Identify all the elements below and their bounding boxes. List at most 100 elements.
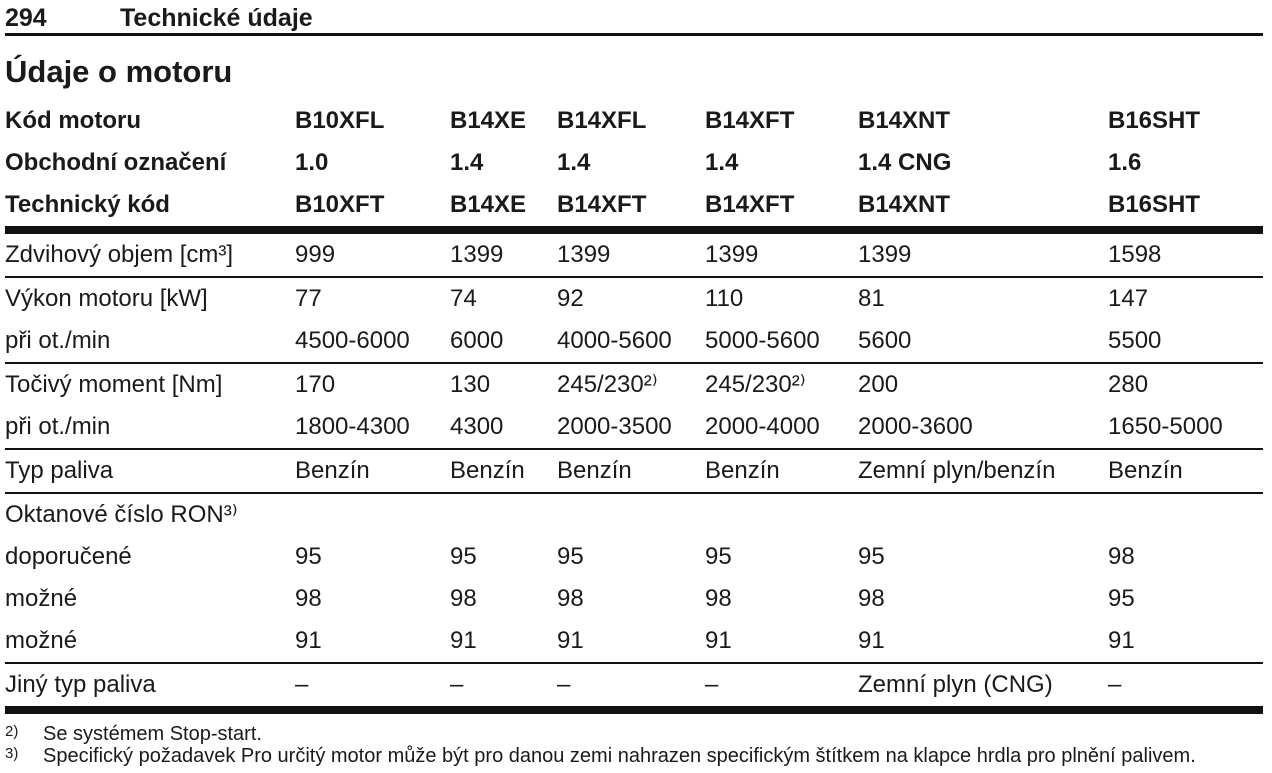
value-cell: 92 <box>557 285 584 312</box>
value-cell: 4000-5600 <box>557 320 705 364</box>
value-cell: 245/230²⁾ <box>705 371 806 398</box>
table-row: doporučené 95 95 95 95 95 98 <box>5 536 1263 578</box>
value-cell: 98 <box>557 585 584 612</box>
table-row: možné 91 91 91 91 91 91 <box>5 620 1263 664</box>
value-cell: 130 <box>450 371 491 398</box>
table-row: Typ paliva Benzín Benzín Benzín Benzín Zemní… <box>5 449 1263 494</box>
value-cell: B14XNT <box>858 107 951 134</box>
row-label: možné <box>5 585 78 612</box>
table-row: Oktanové číslo RON³⁾ <box>5 493 1263 536</box>
footnote-marker: 3) <box>5 745 19 762</box>
value-cell: 1.4 CNG <box>858 149 952 176</box>
footnote-text: Specifický požadavek Pro určitý motor mů… <box>43 745 1196 767</box>
value-cell: Zemní plyn (CNG) <box>858 663 1108 714</box>
value-cell: 4500-6000 <box>295 320 450 364</box>
table-row: možné 98 98 98 98 98 95 <box>5 578 1263 620</box>
value-cell: 999 <box>295 230 450 278</box>
footnote-marker: 2) <box>5 723 19 740</box>
value-cell: 95 <box>705 543 732 570</box>
table-row: Technický kód B10XFT B14XE B14XFT B14XFT B14… <box>5 184 1263 234</box>
value-cell: 1.4 <box>557 149 591 176</box>
value-cell: 98 <box>858 585 885 612</box>
value-cell: B14XFT <box>557 184 705 234</box>
value-cell <box>295 493 450 536</box>
value-cell: 98 <box>705 585 732 612</box>
row-label: možné <box>5 620 295 664</box>
value-cell: Zemní plyn/benzín <box>858 449 1108 494</box>
value-cell: 280 <box>1108 371 1149 398</box>
value-cell: 91 <box>1108 620 1263 664</box>
row-label: Oktanové číslo RON³⁾ <box>5 501 238 528</box>
row-label: Technický kód <box>5 184 295 234</box>
engine-table-body: Kód motoru B10XFL B14XE B14XFL B14XFT B14XNT… <box>5 100 1263 714</box>
value-cell: 1.4 <box>705 149 739 176</box>
value-cell: – <box>450 663 557 714</box>
value-cell: 1650-5000 <box>1108 406 1263 450</box>
page-header: 294 Technické údaje <box>5 0 1263 36</box>
value-cell: 1399 <box>557 230 705 278</box>
footnotes: 2) Se systémem Stop-start. 3) Specifický… <box>5 723 1263 767</box>
value-cell <box>557 493 705 536</box>
table-row: Jiný typ paliva – – – – Zemní plyn (CNG) – <box>5 663 1263 714</box>
table-row: Točivý moment [Nm] 170 130 245/230²⁾ 245/23… <box>5 363 1263 406</box>
value-cell: 91 <box>450 620 557 664</box>
value-cell: B14XFT <box>705 184 858 234</box>
value-cell: B14XFL <box>557 107 647 134</box>
value-cell: 1800-4300 <box>295 406 450 450</box>
engine-data-table: Kód motoru B10XFL B14XE B14XFL B14XFT B14XNT… <box>5 100 1263 714</box>
row-label: Jiný typ paliva <box>5 663 295 714</box>
page-number: 294 <box>5 4 47 32</box>
table-row: Obchodní označení 1.0 1.4 1.4 1.4 1.4 CNG 1.6 <box>5 142 1263 184</box>
value-cell: 95 <box>450 543 477 570</box>
value-cell: 2000-3600 <box>858 406 1108 450</box>
value-cell: 1.6 <box>1108 149 1142 176</box>
value-cell: 1399 <box>450 230 557 278</box>
row-label: Obchodní označení <box>5 149 227 176</box>
value-cell: 91 <box>705 620 858 664</box>
value-cell: 95 <box>557 543 584 570</box>
value-cell: Benzín <box>557 449 705 494</box>
value-cell: – <box>557 663 705 714</box>
table-row: při ot./min 4500-6000 6000 4000-5600 5000-5… <box>5 320 1263 364</box>
value-cell: 1598 <box>1108 230 1263 278</box>
value-cell: B16SHT <box>1108 107 1201 134</box>
value-cell: B14XE <box>450 107 527 134</box>
value-cell: 1399 <box>858 230 1108 278</box>
value-cell <box>858 493 1108 536</box>
value-cell: 147 <box>1108 285 1149 312</box>
value-cell: 74 <box>450 285 477 312</box>
value-cell: B10XFT <box>295 184 450 234</box>
chapter-title: Technické údaje <box>120 4 313 32</box>
value-cell: 245/230²⁾ <box>557 371 658 398</box>
value-cell: B14XFT <box>705 107 795 134</box>
row-label: při ot./min <box>5 320 295 364</box>
value-cell: Benzín <box>450 449 557 494</box>
value-cell: 77 <box>295 285 322 312</box>
row-label: při ot./min <box>5 406 295 450</box>
value-cell: 2000-4000 <box>705 406 858 450</box>
value-cell: 98 <box>295 585 322 612</box>
value-cell: – <box>705 663 858 714</box>
row-label: doporučené <box>5 543 132 570</box>
table-row: při ot./min 1800-4300 4300 2000-3500 2000-4… <box>5 406 1263 450</box>
value-cell <box>705 493 858 536</box>
value-cell: 5500 <box>1108 320 1263 364</box>
footnote-text: Se systémem Stop-start. <box>43 723 262 745</box>
value-cell: 4300 <box>450 406 557 450</box>
value-cell: – <box>1108 663 1263 714</box>
value-cell: 1.0 <box>295 149 329 176</box>
value-cell: B16SHT <box>1108 184 1263 234</box>
value-cell: B14XNT <box>858 184 1108 234</box>
value-cell: 1399 <box>705 230 858 278</box>
value-cell <box>1108 493 1263 536</box>
row-label: Zdvihový objem [cm³] <box>5 230 295 278</box>
value-cell: 95 <box>295 543 322 570</box>
footnote: 3) Specifický požadavek Pro určitý motor… <box>5 745 1263 767</box>
value-cell: 95 <box>858 543 885 570</box>
table-row: Kód motoru B10XFL B14XE B14XFL B14XFT B14XNT… <box>5 100 1263 142</box>
value-cell: 98 <box>450 585 477 612</box>
value-cell: Benzín <box>295 449 450 494</box>
value-cell: 6000 <box>450 320 557 364</box>
value-cell: 95 <box>1108 585 1135 612</box>
value-cell: 91 <box>295 620 450 664</box>
